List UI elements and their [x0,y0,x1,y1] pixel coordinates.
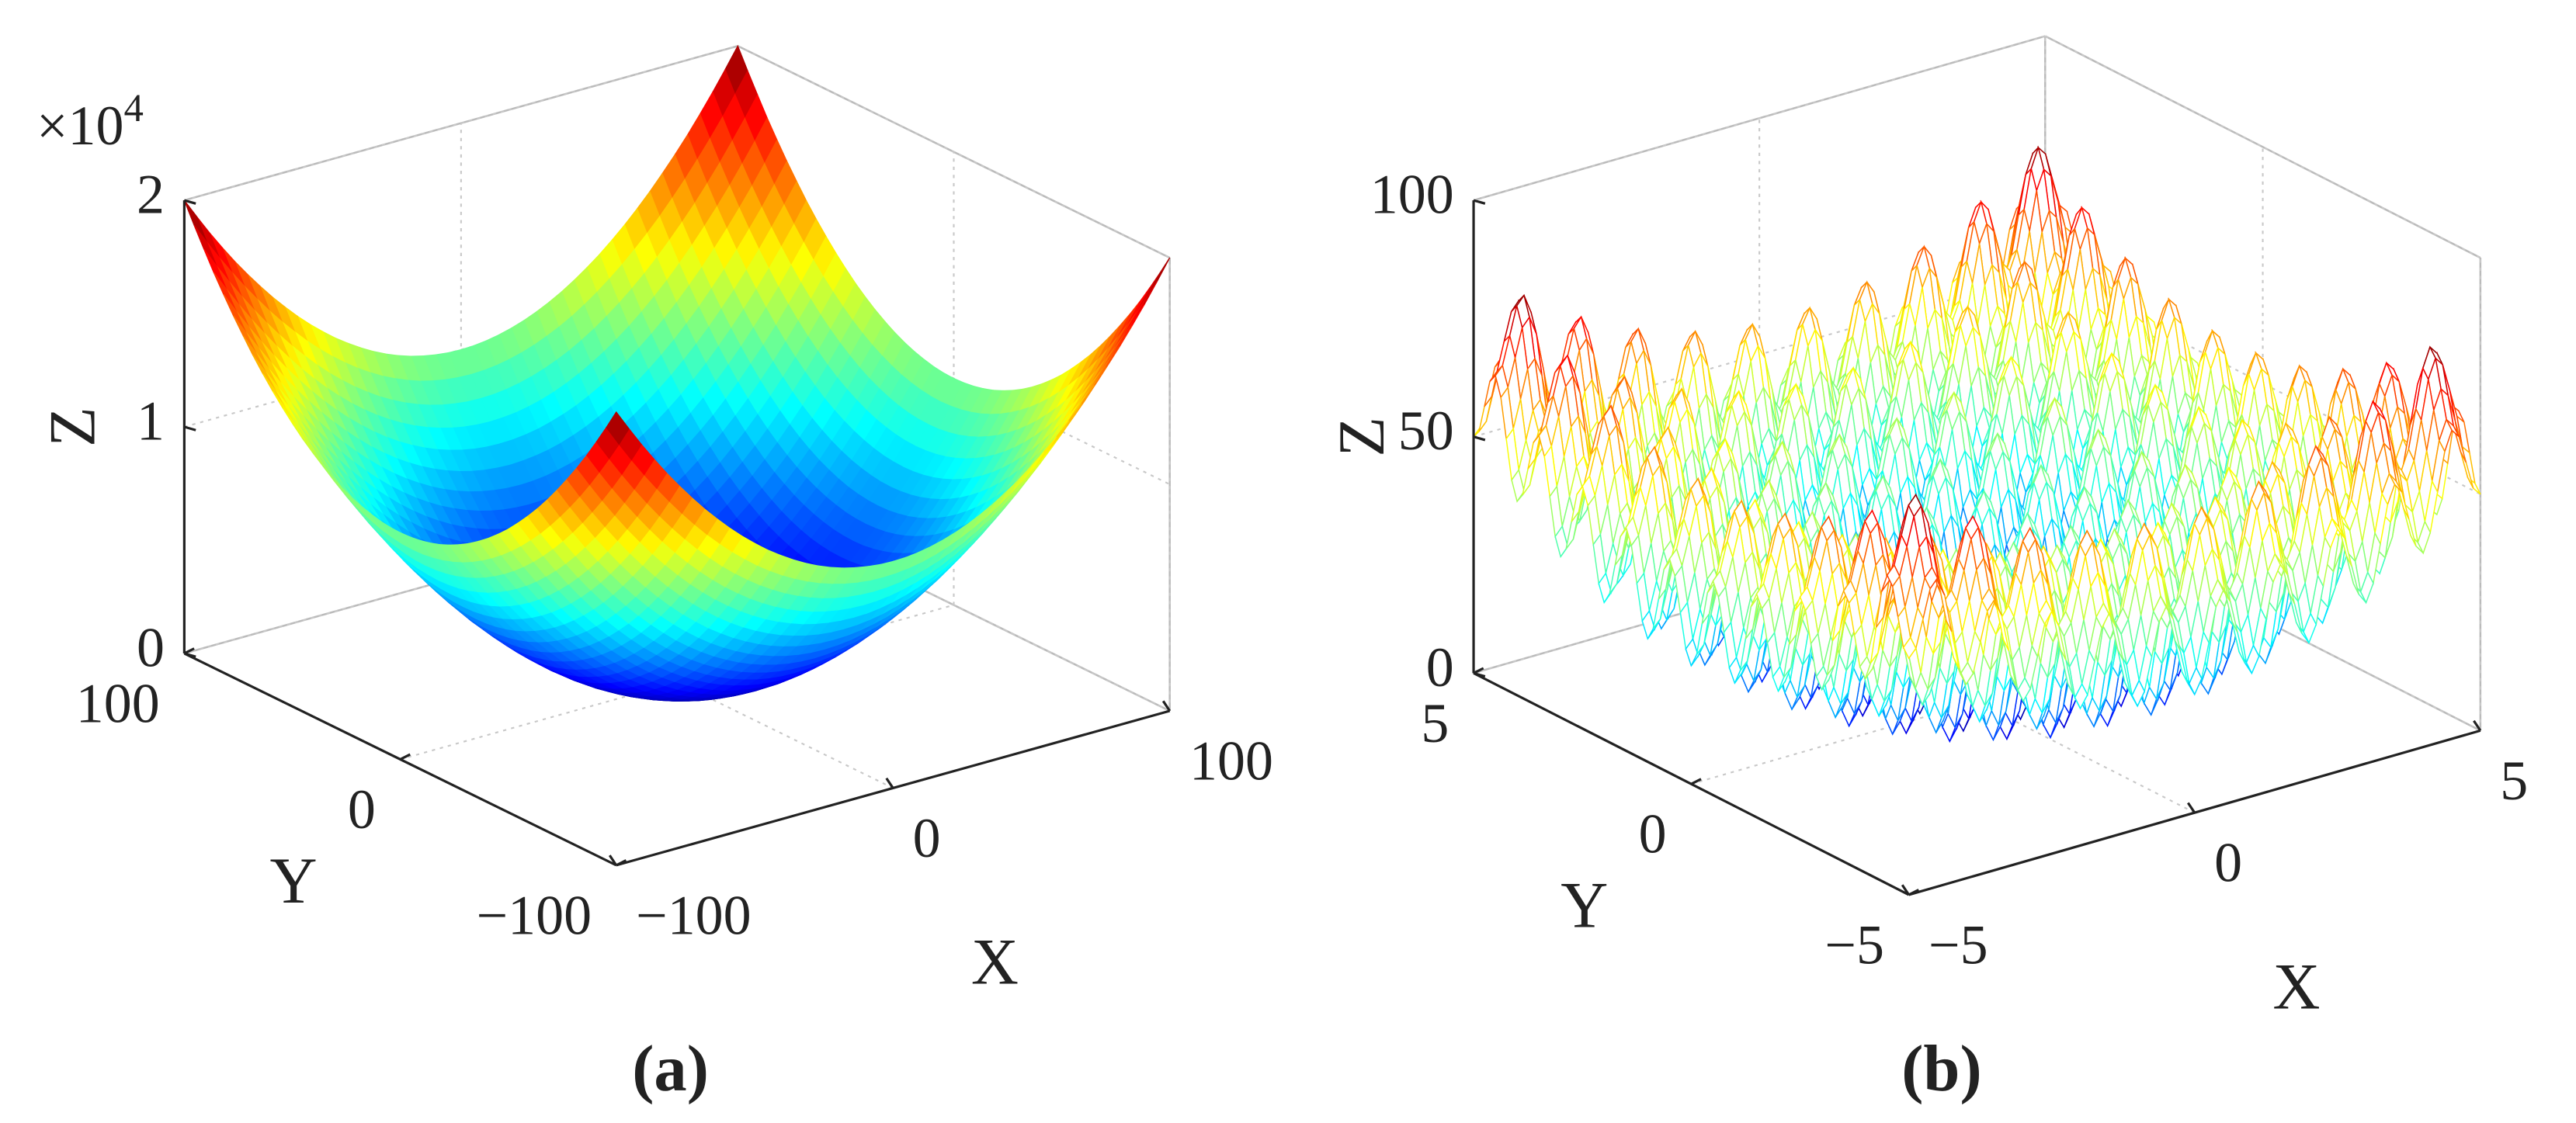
z-axis-label: Z [36,407,109,447]
x-tick-label: 0 [913,807,941,869]
y-axis-label: Y [270,845,318,917]
z-tick-label: 2 [137,164,165,226]
grid-line [737,498,1171,712]
x-tick-label: 100 [1189,730,1273,792]
y-tick-label: 0 [348,778,376,841]
tick-mark [183,652,196,658]
z-tick-label: 0 [137,616,165,678]
x-tick-label: −100 [636,884,751,946]
z-multiplier-exponent: 4 [123,86,143,130]
surface [1473,145,2481,743]
z-tick-label: 1 [137,390,165,452]
y-tick-label: −100 [477,884,592,946]
y-tick-label: 100 [76,672,160,734]
z-multiplier-base: ×10 [36,95,123,157]
tick-mark [183,425,196,432]
surface-patch [183,199,207,242]
panel-label: (a) [632,1033,709,1105]
grid-line [737,45,1171,259]
surface [183,44,1171,702]
grid-line [184,45,738,202]
x-axis-label: X [971,927,1019,999]
z-multiplier: ×104 [36,86,144,157]
tick-mark [885,777,894,789]
